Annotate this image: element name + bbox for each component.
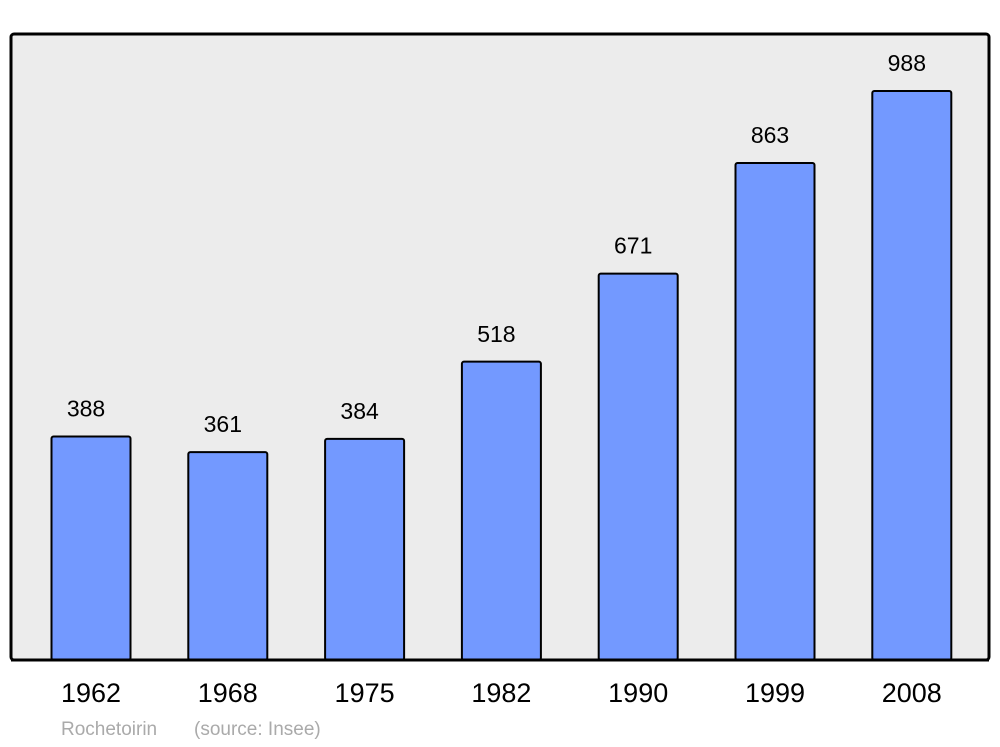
- x-tick-label: 1968: [198, 678, 258, 708]
- value-label: 518: [477, 321, 515, 347]
- x-tick-label: 1990: [608, 678, 668, 708]
- value-label: 671: [614, 233, 652, 259]
- x-tick-label: 1975: [335, 678, 395, 708]
- bar: [187, 451, 269, 661]
- x-tick-label: 2008: [882, 678, 942, 708]
- x-tick-label: 1982: [471, 678, 531, 708]
- source: (source: Insee): [194, 719, 321, 740]
- bar: [324, 437, 406, 661]
- bar: [871, 90, 953, 662]
- value-label: 863: [751, 122, 789, 148]
- value-label: 988: [888, 50, 926, 76]
- bar: [597, 272, 679, 661]
- bar: [50, 435, 132, 661]
- x-tick-label: 1962: [61, 678, 121, 708]
- value-label: 384: [340, 398, 379, 424]
- caption: Rochetoirin: [61, 719, 157, 740]
- bar: [734, 162, 816, 661]
- x-tick-label: 1999: [745, 678, 805, 708]
- value-label: 361: [204, 411, 242, 437]
- value-label: 388: [67, 396, 105, 422]
- bar: [460, 360, 542, 661]
